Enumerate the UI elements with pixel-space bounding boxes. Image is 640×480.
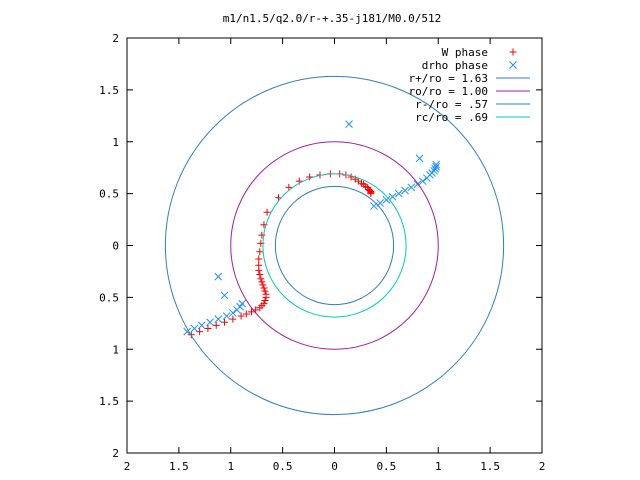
cross-point [407, 183, 416, 192]
series-circle [274, 185, 395, 306]
plus-point [261, 287, 269, 295]
cross-point [430, 166, 438, 175]
y-tick-label: 1.5 [99, 395, 119, 408]
y-tick-label: 1.5 [99, 84, 119, 97]
legend-label: ro/ro = 1.00 [409, 85, 488, 98]
legend-marker-sample [509, 61, 517, 69]
y-tick-label: 0.5 [99, 291, 119, 304]
x-tick-label: 0 [331, 460, 338, 473]
legend-label: r-/ro = .57 [415, 98, 488, 111]
legend-label: drho phase [422, 59, 488, 72]
plus-point [255, 261, 263, 269]
cross-point [197, 321, 206, 330]
plus-point [221, 318, 229, 326]
series-circle [262, 173, 407, 318]
x-tick-label: 1.5 [169, 460, 189, 473]
cross-point [345, 120, 353, 128]
plus-point [257, 275, 265, 283]
axis-ticks: 2 1.5 1 0.5 0 0.5 1 1.5 221.510.500.511.52 [99, 32, 545, 473]
cross-point [432, 162, 441, 171]
plus-point [242, 310, 250, 318]
x-tick-label: 2 [539, 460, 546, 473]
plus-point [256, 248, 264, 256]
cross-point [190, 324, 199, 333]
plus-point [306, 173, 314, 181]
point-series [183, 120, 441, 336]
plus-point [256, 271, 264, 279]
plus-point [367, 190, 375, 198]
plus-point [248, 308, 255, 316]
plus-point [260, 300, 268, 308]
cross-point [220, 291, 229, 300]
cross-point [183, 327, 192, 336]
y-tick-label: 2 [112, 447, 119, 460]
legend-label: r+/ro = 1.63 [409, 72, 488, 85]
plus-point [262, 290, 270, 298]
plus-point [229, 315, 237, 323]
cross-point [418, 177, 427, 186]
x-tick-label: 0.5 [376, 460, 396, 473]
y-tick-label: 2 [112, 32, 119, 45]
cross-point [238, 299, 247, 308]
x-tick-label: 2 [124, 460, 131, 473]
x-tick-label: 1 [227, 460, 234, 473]
cross-point [388, 192, 397, 201]
y-tick-label: 1 [112, 343, 119, 356]
legend-label: rc/ro = .69 [415, 111, 488, 124]
x-tick-label: 0.5 [273, 460, 293, 473]
plus-point [263, 208, 271, 216]
cross-point [206, 318, 214, 327]
legend-label: W phase [442, 46, 488, 59]
plus-point [255, 255, 263, 263]
cross-point [222, 312, 231, 320]
plus-point [258, 231, 266, 239]
chart-title: m1/n1.5/q2.0/r-+.35-j181/M0.0/512 [223, 12, 442, 25]
legend-marker-sample [509, 48, 517, 56]
plus-point [261, 296, 269, 304]
cross-point [401, 186, 409, 195]
x-tick-label: 1.5 [480, 460, 500, 473]
plus-point [347, 173, 355, 181]
series-circle [164, 75, 505, 416]
cross-point [394, 189, 403, 198]
y-tick-label: 0 [112, 240, 119, 253]
point-series [187, 170, 375, 339]
cross-point [415, 154, 424, 163]
plus-point [258, 278, 266, 286]
series-layer [164, 75, 505, 416]
cross-point [214, 315, 223, 324]
x-tick-label: 1 [435, 460, 442, 473]
cross-point [432, 160, 441, 169]
series-circle [230, 141, 439, 350]
y-tick-label: 1 [112, 136, 119, 149]
cross-point [228, 309, 237, 317]
plus-point [260, 284, 268, 292]
y-tick-label: 0.5 [99, 188, 119, 201]
plus-point [259, 281, 267, 289]
cross-point [382, 195, 391, 204]
plus-point [212, 321, 220, 329]
plus-point [204, 325, 212, 332]
cross-point [214, 272, 223, 281]
plus-point [237, 312, 245, 320]
